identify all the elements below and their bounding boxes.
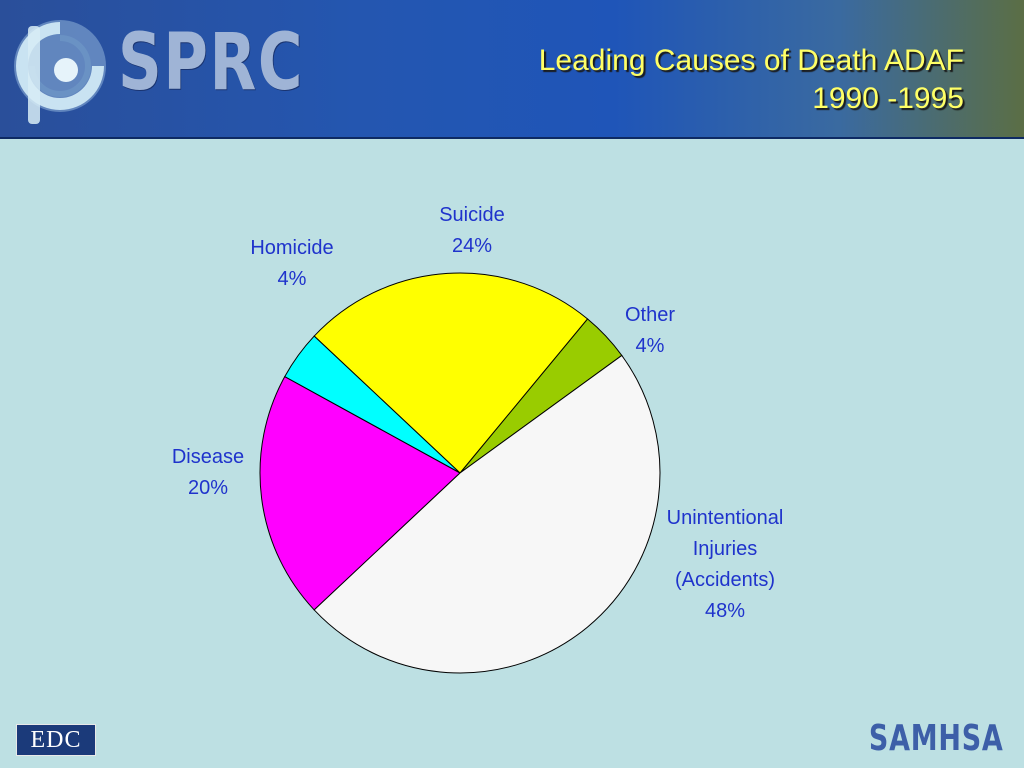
samhsa-logo: SAMHSA bbox=[869, 718, 1004, 759]
label-unintentional-line-2: Injuries bbox=[692, 538, 758, 560]
label-other-name: Other bbox=[624, 304, 676, 326]
sprc-logo-text: SPRC bbox=[118, 18, 305, 108]
label-suicide: Suicide 24% bbox=[412, 200, 532, 262]
label-other-value: 4% bbox=[635, 335, 665, 357]
label-homicide-name: Homicide bbox=[250, 237, 334, 259]
pie-slice-suicide bbox=[313, 272, 589, 474]
label-disease-value: 20% bbox=[187, 477, 229, 499]
label-homicide: Homicide 4% bbox=[222, 233, 362, 295]
title-line-2: 1990 -1995 bbox=[812, 82, 964, 115]
label-disease: Disease 20% bbox=[148, 442, 268, 504]
label-other: Other 4% bbox=[600, 300, 700, 362]
label-suicide-name: Suicide bbox=[439, 204, 505, 226]
pie-slice-unintentional-injuries-accidents bbox=[313, 354, 661, 674]
label-unintentional-line-3: (Accidents) bbox=[674, 569, 776, 591]
sprc-logo-icon bbox=[14, 20, 106, 124]
pie-slice-disease bbox=[259, 375, 461, 611]
slide-title: Leading Causes of Death ADAF 1990 -1995 bbox=[539, 42, 964, 118]
edc-logo: EDC bbox=[16, 724, 96, 756]
header-banner: SPRC Leading Causes of Death ADAF 1990 -… bbox=[0, 0, 1024, 139]
label-unintentional-value: 48% bbox=[704, 600, 746, 622]
label-suicide-value: 24% bbox=[451, 235, 493, 257]
title-line-1: Leading Causes of Death ADAF bbox=[538, 44, 964, 77]
label-homicide-value: 4% bbox=[277, 268, 307, 290]
label-unintentional-line-1: Unintentional bbox=[666, 507, 784, 529]
label-unintentional-injuries: Unintentional Injuries (Accidents) 48% bbox=[640, 503, 810, 627]
label-disease-name: Disease bbox=[171, 446, 245, 468]
edc-logo-text: EDC bbox=[30, 727, 82, 753]
